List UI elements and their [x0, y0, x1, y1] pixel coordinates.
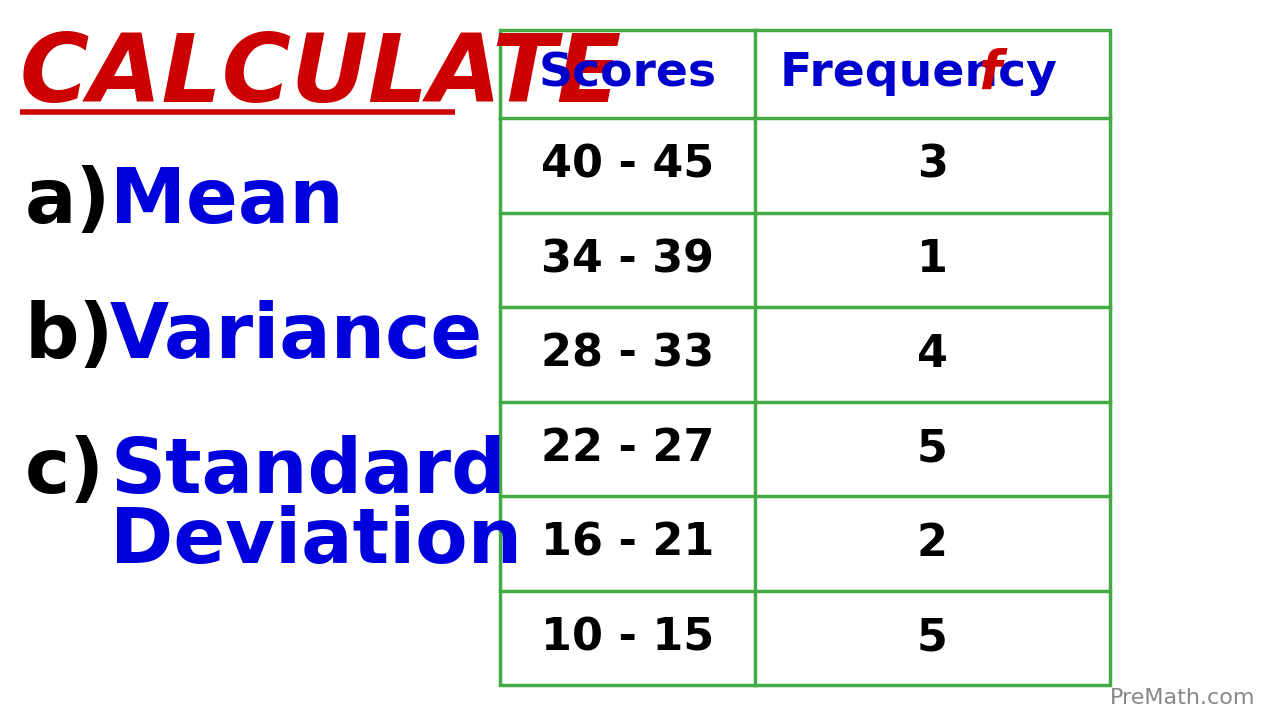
- Text: b): b): [26, 300, 114, 374]
- Text: a): a): [26, 165, 111, 239]
- Text: f: f: [978, 48, 1001, 100]
- Text: CALCULATE: CALCULATE: [20, 30, 622, 122]
- Text: 28 - 33: 28 - 33: [541, 333, 714, 376]
- Bar: [500, 30, 1110, 685]
- Text: Variance: Variance: [110, 300, 484, 374]
- Text: Standard: Standard: [110, 435, 506, 509]
- Text: 5: 5: [916, 427, 948, 470]
- Text: Deviation: Deviation: [110, 505, 522, 579]
- Text: 4: 4: [916, 333, 948, 376]
- Text: Mean: Mean: [110, 165, 344, 239]
- Text: Frequency: Frequency: [780, 52, 1074, 96]
- Text: 40 - 45: 40 - 45: [541, 144, 714, 186]
- Text: 22 - 27: 22 - 27: [541, 427, 714, 470]
- Text: 1: 1: [916, 238, 948, 282]
- Text: PreMath.com: PreMath.com: [1110, 688, 1254, 708]
- Text: c): c): [26, 435, 105, 509]
- Text: 5: 5: [916, 616, 948, 660]
- Text: Scores: Scores: [539, 52, 717, 96]
- Text: 16 - 21: 16 - 21: [541, 522, 714, 564]
- Text: 10 - 15: 10 - 15: [541, 616, 714, 660]
- Text: 2: 2: [916, 522, 948, 564]
- Text: 34 - 39: 34 - 39: [541, 238, 714, 282]
- Text: 3: 3: [916, 144, 948, 186]
